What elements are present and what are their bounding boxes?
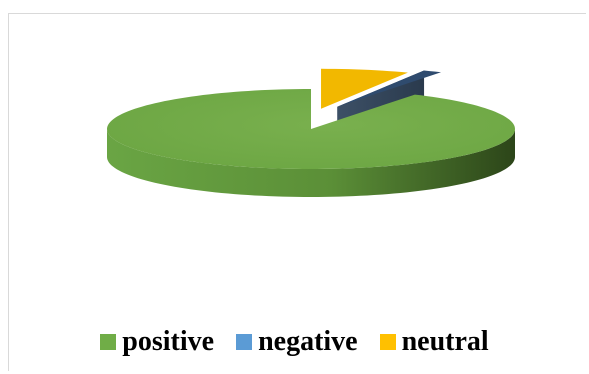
pie-slice-negative <box>337 70 442 107</box>
pie-slice-neutral <box>321 68 408 109</box>
pie-slice-positive <box>107 89 515 169</box>
legend-item-neutral: neutral <box>379 326 489 358</box>
pie-side-positive <box>107 129 515 197</box>
legend-swatch-neutral <box>379 334 396 350</box>
legend-swatch-positive <box>100 334 117 350</box>
chart-area <box>8 13 586 371</box>
chart-legend: positive negative neutral <box>0 322 589 362</box>
legend-label-positive: positive <box>122 326 215 357</box>
legend-label-negative: negative <box>258 326 358 357</box>
legend-swatch-negative <box>236 334 253 350</box>
legend-label-neutral: neutral <box>401 326 489 357</box>
legend-item-positive: positive <box>100 326 214 358</box>
legend-item-negative: negative <box>236 326 358 358</box>
